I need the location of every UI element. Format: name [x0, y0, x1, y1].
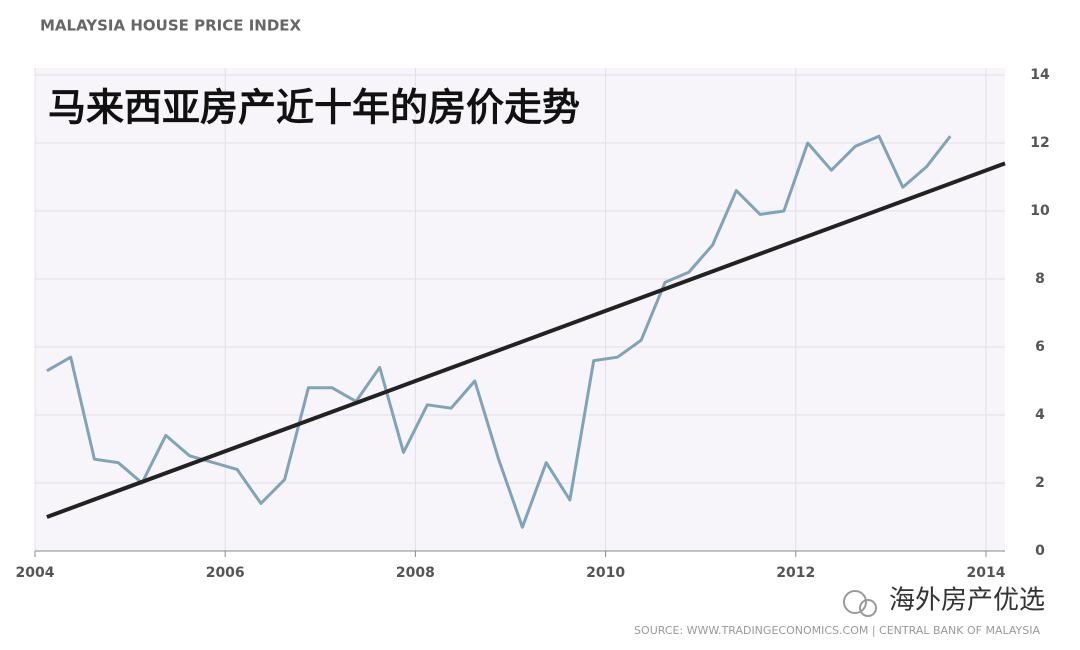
x-tick-label: 2006 — [206, 565, 245, 581]
plot-background — [35, 68, 1005, 551]
trend-line — [46, 161, 1006, 519]
x-tick-label: 2008 — [396, 565, 435, 581]
y-tick-label: 12 — [1030, 135, 1049, 151]
x-tick-label: 2004 — [16, 565, 55, 581]
y-tick-label: 10 — [1030, 203, 1050, 219]
y-tick-label: 14 — [1030, 67, 1050, 83]
y-tick-label: 2 — [1035, 475, 1045, 491]
watermark: 海外房产优选 — [889, 586, 1045, 616]
y-tick-label: 4 — [1035, 407, 1045, 423]
source: SOURCE: WWW.TRADINGECONOMICS.COM | CENTR… — [634, 624, 1040, 637]
y-tick-label: 6 — [1035, 339, 1045, 355]
x-tick-label: 2012 — [776, 565, 815, 581]
y-tick-label: 0 — [1035, 543, 1045, 559]
y-tick-label: 8 — [1035, 271, 1045, 287]
watermark-icon — [843, 590, 877, 617]
x-tick-label: 2014 — [966, 565, 1005, 581]
chart-header: MALAYSIA HOUSE PRICE INDEX — [40, 17, 302, 35]
x-tick-label: 2010 — [586, 565, 625, 581]
chart-title: 马来西亚房产近十年的房价走势 — [48, 86, 580, 130]
price-line — [46, 134, 952, 529]
